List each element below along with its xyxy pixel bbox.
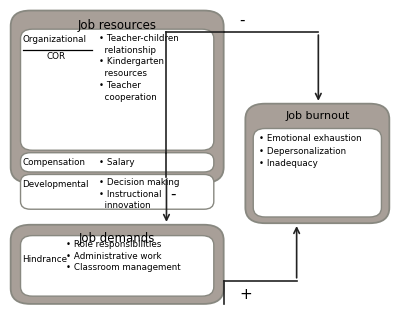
FancyBboxPatch shape <box>253 129 382 217</box>
Text: -: - <box>240 13 245 27</box>
FancyBboxPatch shape <box>20 174 214 209</box>
FancyBboxPatch shape <box>20 29 214 150</box>
Text: Hindrance: Hindrance <box>22 255 68 264</box>
Text: +: + <box>240 287 252 302</box>
Text: Organizational: Organizational <box>22 35 86 44</box>
Text: Developmental: Developmental <box>22 180 89 189</box>
Text: • Salary: • Salary <box>100 158 135 167</box>
Text: -: - <box>170 187 176 202</box>
FancyBboxPatch shape <box>11 225 224 304</box>
FancyBboxPatch shape <box>20 236 214 296</box>
Text: Compensation: Compensation <box>22 158 86 167</box>
Text: Job burnout: Job burnout <box>285 112 350 121</box>
Text: • Role responsibilities
• Administrative work
• Classroom management: • Role responsibilities • Administrative… <box>66 240 180 272</box>
Text: Job resources: Job resources <box>78 19 157 32</box>
Text: Job demands: Job demands <box>79 232 155 245</box>
Text: • Emotional exhaustion
• Depersonalization
• Inadequacy: • Emotional exhaustion • Depersonalizati… <box>259 134 362 168</box>
Text: COR: COR <box>46 52 66 61</box>
FancyBboxPatch shape <box>11 10 224 183</box>
FancyBboxPatch shape <box>245 104 389 223</box>
Text: • Teacher-children
  relationship
• Kindergarten
  resources
• Teacher
  coopera: • Teacher-children relationship • Kinder… <box>100 34 179 102</box>
Text: • Decision making
• Instructional
  innovation: • Decision making • Instructional innova… <box>100 178 180 210</box>
FancyBboxPatch shape <box>20 153 214 172</box>
